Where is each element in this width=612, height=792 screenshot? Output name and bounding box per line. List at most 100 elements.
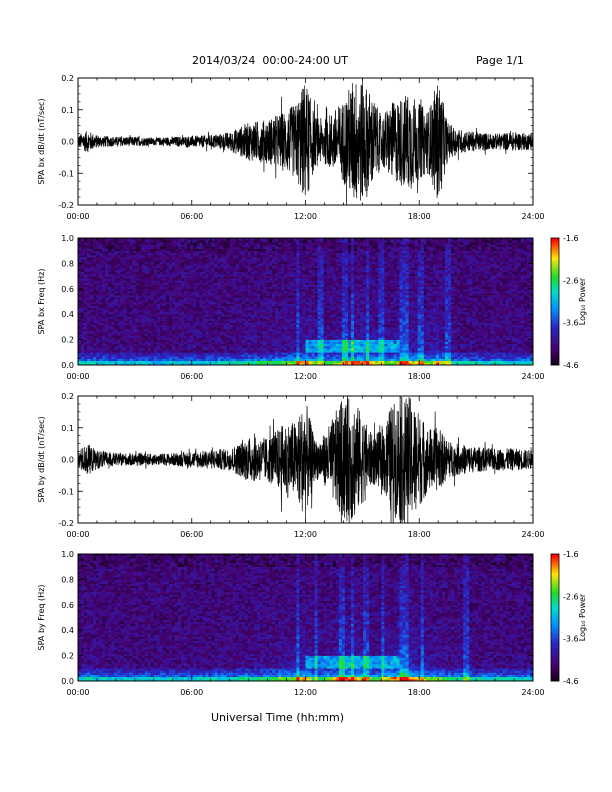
heatmap-cell: [132, 337, 136, 340]
heatmap-cell: [126, 299, 130, 302]
heatmap-cell: [244, 263, 249, 266]
heatmap-cell: [78, 337, 82, 340]
heatmap-cell: [132, 358, 136, 362]
heatmap-cell: [111, 307, 115, 311]
heatmap-cell: [217, 297, 221, 300]
heatmap-cell: [229, 276, 233, 279]
heatmap-cell: [81, 329, 85, 332]
heatmap-cell: [205, 295, 209, 298]
heatmap-cell: [299, 305, 303, 309]
heatmap-cell: [147, 335, 152, 338]
heatmap-cell: [235, 309, 240, 313]
heatmap-cell: [247, 345, 252, 349]
heatmap-cell: [108, 354, 112, 357]
heatmap-cell: [272, 307, 276, 311]
heatmap-cell: [211, 269, 215, 273]
heatmap-cell: [87, 282, 91, 285]
heatmap-cell: [235, 331, 240, 334]
heatmap-cell: [87, 312, 91, 315]
heatmap-cell: [287, 278, 291, 281]
heatmap-cell: [102, 286, 106, 290]
heatmap-cell: [302, 335, 306, 338]
heatmap-cell: [132, 343, 136, 347]
heatmap-cell: [114, 257, 118, 260]
heatmap-cell: [90, 324, 94, 328]
heatmap-cell: [150, 282, 155, 285]
heatmap-cell: [217, 284, 221, 287]
heatmap-cell: [199, 303, 203, 307]
heatmap-cell: [159, 333, 164, 336]
heatmap-cell: [87, 309, 91, 313]
heatmap-cell: [281, 265, 285, 268]
heatmap-cell: [111, 360, 115, 364]
heatmap-cell: [178, 261, 182, 264]
heatmap-cell: [229, 263, 233, 266]
heatmap-cell: [102, 252, 106, 256]
heatmap-cell: [205, 345, 209, 349]
heatmap-cell: [253, 265, 258, 268]
heatmap-cell: [196, 312, 200, 315]
heatmap-cell: [120, 301, 124, 304]
heatmap-cell: [238, 273, 243, 277]
heatmap-cell: [290, 265, 294, 268]
heatmap-cell: [135, 360, 139, 364]
heatmap-cell: [229, 246, 233, 249]
heatmap-cell: [120, 326, 124, 330]
heatmap-cell: [296, 350, 300, 353]
heatmap-cell: [156, 259, 161, 262]
heatmap-cell: [81, 324, 85, 328]
heatmap-cell: [269, 305, 273, 309]
heatmap-cell: [232, 293, 237, 296]
heatmap-cell: [317, 238, 321, 241]
heatmap-cell: [275, 320, 279, 323]
heatmap-cell: [90, 246, 94, 249]
heatmap-cell: [181, 307, 185, 311]
heatmap-cell: [156, 331, 161, 334]
heatmap-cell: [184, 265, 188, 268]
heatmap-cell: [156, 284, 161, 287]
heatmap-cell: [87, 240, 91, 243]
heatmap-cell: [250, 299, 255, 302]
heatmap-cell: [193, 343, 197, 347]
heatmap-cell: [229, 324, 233, 328]
heatmap-cell: [202, 244, 206, 247]
heatmap-cell: [278, 360, 282, 364]
heatmap-cell: [138, 276, 142, 279]
heatmap-cell: [293, 261, 297, 264]
heatmap-cell: [159, 290, 164, 294]
heatmap-cell: [296, 352, 300, 355]
heatmap-cell: [263, 257, 267, 260]
heatmap-cell: [296, 356, 300, 359]
heatmap-cell: [211, 303, 215, 307]
heatmap-cell: [278, 269, 282, 273]
heatmap-cell: [253, 278, 258, 281]
heatmap-cell: [120, 288, 124, 292]
heatmap-cell: [208, 305, 212, 309]
heatmap-cell: [266, 276, 270, 279]
heatmap-cell: [256, 257, 261, 260]
heatmap-cell: [229, 280, 233, 283]
heatmap-cell: [314, 362, 318, 366]
heatmap-cell: [120, 293, 124, 296]
heatmap-cell: [317, 348, 321, 351]
heatmap-cell: [162, 238, 167, 241]
heatmap-cell: [181, 320, 185, 323]
heatmap-cell: [263, 318, 267, 321]
heatmap-cell: [211, 337, 215, 340]
heatmap-cell: [220, 339, 224, 343]
heatmap-cell: [184, 331, 188, 334]
heatmap-cell: [141, 265, 146, 268]
heatmap-cell: [217, 301, 221, 304]
heatmap-cell: [181, 297, 185, 300]
heatmap-cell: [293, 314, 297, 317]
heatmap-cell: [314, 322, 318, 326]
heatmap-cell: [275, 261, 279, 264]
heatmap-cell: [284, 343, 288, 347]
heatmap-cell: [202, 360, 206, 364]
heatmap-cell: [299, 318, 303, 321]
heatmap-cell: [126, 278, 130, 281]
heatmap-cell: [299, 339, 303, 343]
heatmap-cell: [172, 261, 176, 264]
heatmap-cell: [196, 271, 200, 275]
heatmap-cell: [256, 341, 261, 345]
